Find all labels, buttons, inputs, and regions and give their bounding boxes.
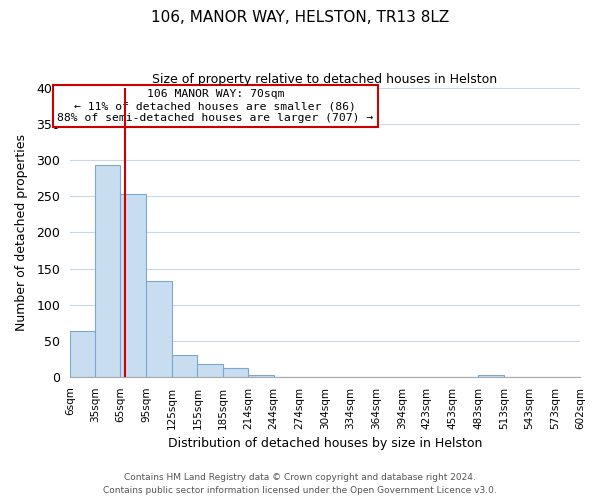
Bar bbox=[121, 194, 146, 377]
Bar bbox=[95, 166, 121, 377]
Bar bbox=[478, 376, 504, 377]
Bar bbox=[248, 374, 274, 377]
Text: Contains HM Land Registry data © Crown copyright and database right 2024.
Contai: Contains HM Land Registry data © Crown c… bbox=[103, 474, 497, 495]
X-axis label: Distribution of detached houses by size in Helston: Distribution of detached houses by size … bbox=[168, 437, 482, 450]
Y-axis label: Number of detached properties: Number of detached properties bbox=[15, 134, 28, 331]
Bar bbox=[146, 281, 172, 377]
Bar bbox=[197, 364, 223, 377]
Bar bbox=[70, 332, 95, 377]
Text: 106, MANOR WAY, HELSTON, TR13 8LZ: 106, MANOR WAY, HELSTON, TR13 8LZ bbox=[151, 10, 449, 25]
Bar bbox=[172, 355, 197, 377]
Title: Size of property relative to detached houses in Helston: Size of property relative to detached ho… bbox=[152, 72, 497, 86]
Bar bbox=[223, 368, 248, 377]
Text: 106 MANOR WAY: 70sqm
← 11% of detached houses are smaller (86)
88% of semi-detac: 106 MANOR WAY: 70sqm ← 11% of detached h… bbox=[57, 90, 373, 122]
